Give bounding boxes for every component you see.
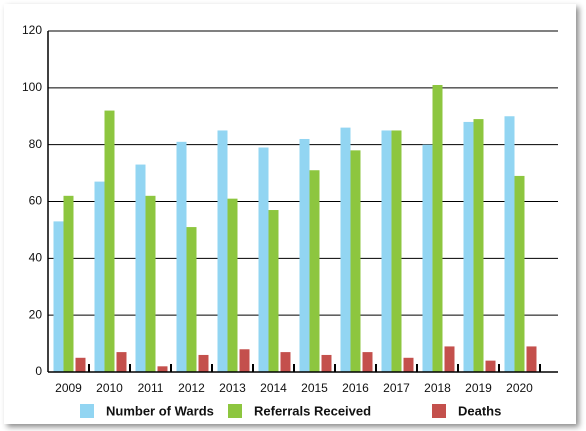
y-tick-label: 80 [29, 137, 43, 151]
x-tick-label: 2018 [424, 381, 451, 395]
bar [268, 210, 279, 372]
legend-swatch [228, 404, 242, 418]
bar [63, 195, 74, 372]
bar [176, 141, 187, 372]
bar [350, 150, 361, 372]
legend-label: Referrals Received [254, 403, 371, 418]
x-tick-label: 2013 [219, 381, 246, 395]
x-tick-label: 2010 [96, 381, 123, 395]
x-tick-label: 2017 [383, 381, 410, 395]
bar [485, 360, 496, 372]
y-tick-label: 40 [29, 251, 43, 265]
x-tick-label: 2014 [260, 381, 287, 395]
bar [299, 138, 310, 372]
bar [422, 144, 433, 372]
y-tick-label: 100 [22, 80, 42, 94]
bar [258, 147, 269, 372]
bar [94, 181, 105, 372]
bar [381, 130, 392, 372]
bar [504, 116, 515, 372]
y-tick-label: 0 [35, 364, 42, 378]
bar [432, 84, 443, 372]
x-tick-label: 2011 [138, 381, 164, 395]
bar [157, 366, 168, 372]
bar [75, 357, 86, 372]
bar [280, 352, 291, 372]
x-tick-label: 2012 [178, 381, 205, 395]
bar [217, 130, 228, 372]
bar [198, 354, 209, 372]
bar [340, 127, 351, 372]
bar [526, 346, 537, 372]
x-tick-label: 2020 [506, 381, 533, 395]
bar [145, 195, 156, 372]
bar [444, 346, 455, 372]
bar [362, 352, 373, 372]
bar [53, 221, 64, 372]
bar [239, 349, 250, 372]
legend-label: Deaths [458, 403, 501, 418]
y-tick-label: 60 [29, 194, 43, 208]
legend: Number of Wards Referrals Received Deaths [80, 403, 501, 418]
legend-swatch [432, 404, 446, 418]
bar [463, 121, 474, 372]
y-tick-label: 120 [22, 23, 42, 37]
bar [309, 170, 320, 372]
legend-label: Number of Wards [106, 403, 214, 418]
bar [227, 198, 238, 372]
legend-swatch [80, 404, 94, 418]
bar [321, 354, 332, 372]
bar [186, 227, 197, 372]
x-tick-label: 2015 [301, 381, 328, 395]
x-tick-label: 2009 [55, 381, 82, 395]
bar [391, 130, 402, 372]
bar [135, 164, 146, 372]
bar [514, 175, 525, 372]
bar [104, 110, 115, 373]
x-tick-label: 2016 [342, 381, 369, 395]
x-tick-label: 2019 [465, 381, 492, 395]
bar [473, 119, 484, 372]
y-tick-label: 20 [29, 307, 43, 321]
bar [116, 352, 127, 372]
bar [403, 357, 414, 372]
